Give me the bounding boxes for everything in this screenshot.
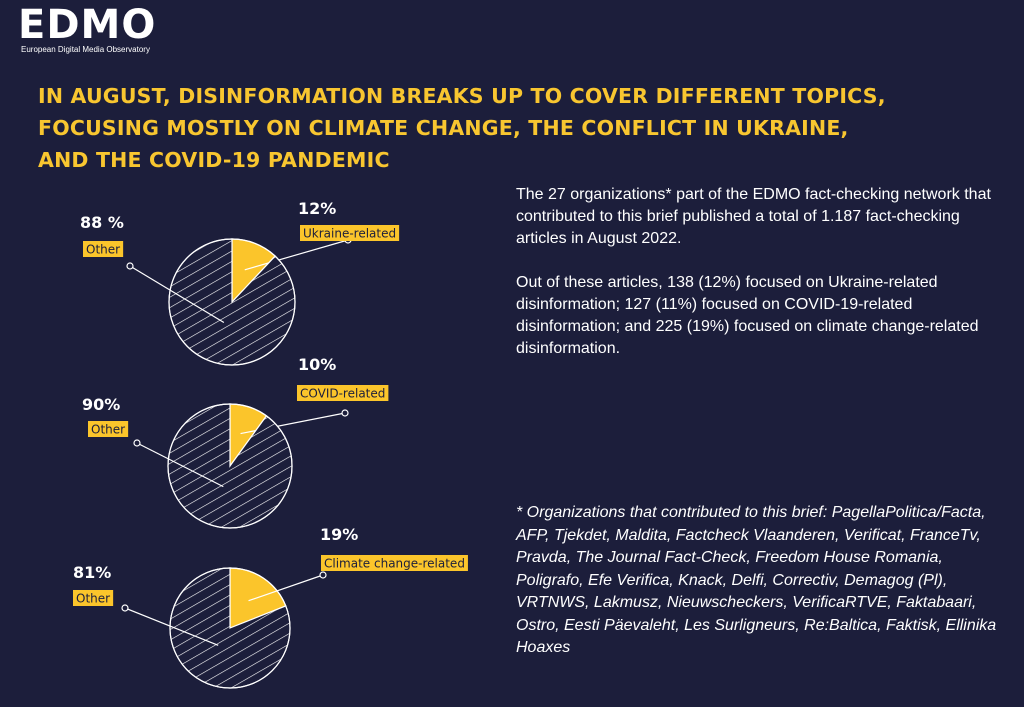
value-label: 90%: [82, 395, 120, 414]
value-label: 19%: [320, 525, 358, 544]
leader-line: [136, 442, 224, 488]
leader-line: [248, 574, 324, 602]
category-tag: [88, 421, 129, 437]
logo-subtitle: European Digital Media Observatory: [21, 45, 150, 54]
category-label: Other: [86, 243, 120, 257]
category-tag: [73, 590, 114, 606]
leader-line: [124, 607, 219, 646]
leader-dot: [319, 571, 327, 579]
leader-dot: [341, 409, 349, 417]
value-label: 10%: [298, 355, 336, 374]
pie-outline: [168, 238, 296, 366]
category-label: Other: [91, 423, 125, 437]
pie-slice: [168, 238, 296, 366]
footnote: * Organizations that contributed to this…: [516, 504, 997, 656]
category-tag: [297, 385, 389, 401]
value-label: 12%: [298, 199, 336, 218]
pie-outline: [169, 567, 291, 689]
paragraph: Out of these articles, 138 (12%) focused…: [516, 274, 979, 357]
title-line: FOCUSING MOSTLY ON CLIMATE CHANGE, THE C…: [38, 116, 849, 140]
category-label: Other: [76, 592, 110, 606]
value-label: 81%: [73, 563, 111, 582]
category-tag: [321, 555, 468, 571]
title: IN AUGUST, DISINFORMATION BREAKS UP TO C…: [38, 80, 886, 176]
pie-slice: [167, 403, 293, 529]
leader-line: [244, 239, 349, 271]
leader-dot: [126, 262, 134, 270]
category-label: Climate change-related: [324, 557, 465, 571]
paragraph: The 27 organizations* part of the EDMO f…: [516, 186, 991, 247]
category-tag: [300, 225, 400, 241]
value-label: 88 %: [80, 213, 124, 232]
category-label: Ukraine-related: [303, 227, 396, 241]
category-tag: [83, 241, 124, 257]
title-line: AND THE COVID-19 PANDEMIC: [38, 148, 390, 172]
leader-dot: [133, 439, 141, 447]
logo: EDMO: [18, 2, 157, 48]
category-label: COVID-related: [300, 387, 385, 401]
title-line: IN AUGUST, DISINFORMATION BREAKS UP TO C…: [38, 84, 886, 108]
leader-dot: [121, 604, 129, 612]
body-text: The 27 organizations* part of the EDMO f…: [516, 184, 991, 382]
pie-outline: [167, 403, 293, 529]
leader-line: [129, 265, 225, 324]
